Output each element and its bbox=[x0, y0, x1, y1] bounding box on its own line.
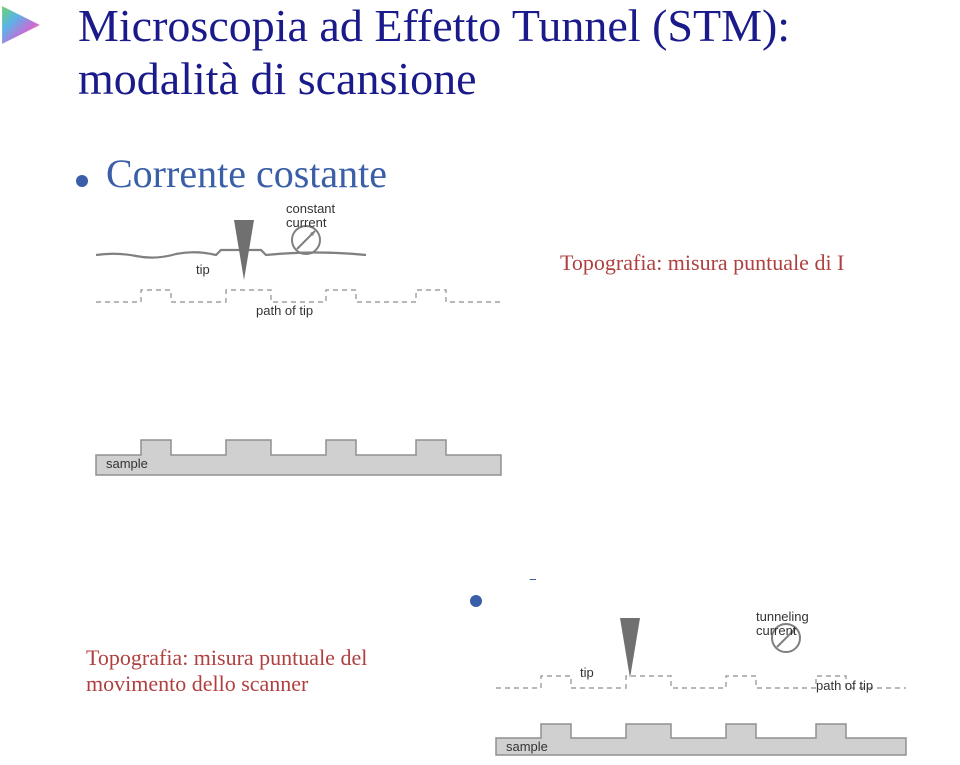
slide-bullet-icon bbox=[0, 4, 42, 46]
bullet-corrente-costante: Corrente costante bbox=[76, 150, 387, 197]
label-sample: sample bbox=[106, 456, 148, 471]
label-tunneling-current: tunneling current bbox=[756, 610, 816, 637]
label-text: tunneling current bbox=[756, 610, 816, 637]
label-tip: tip bbox=[580, 665, 594, 680]
label-text: constant current bbox=[286, 202, 346, 229]
bullet-dot-icon bbox=[470, 595, 482, 607]
label-path-of-tip: path of tip bbox=[816, 678, 873, 693]
label-sample: sample bbox=[506, 739, 548, 754]
label-constant-current: constant current bbox=[286, 202, 346, 229]
slide-title: Microscopia ad Effetto Tunnel (STM): mod… bbox=[78, 0, 940, 106]
diagram-constant-current: constant current tip path of tip sample bbox=[86, 200, 526, 500]
caption-topografia-i: Topografia: misura puntuale di I bbox=[560, 250, 844, 276]
bullet-dot-icon bbox=[76, 175, 88, 187]
label-tip: tip bbox=[196, 262, 210, 277]
diagram-constant-height: tunneling current tip path of tip sample bbox=[486, 580, 946, 760]
caption-topografia-movimento: Topografia: misura puntuale del moviment… bbox=[86, 645, 406, 697]
bullet-text: Corrente costante bbox=[106, 150, 387, 197]
label-path-of-tip: path of tip bbox=[256, 303, 313, 318]
